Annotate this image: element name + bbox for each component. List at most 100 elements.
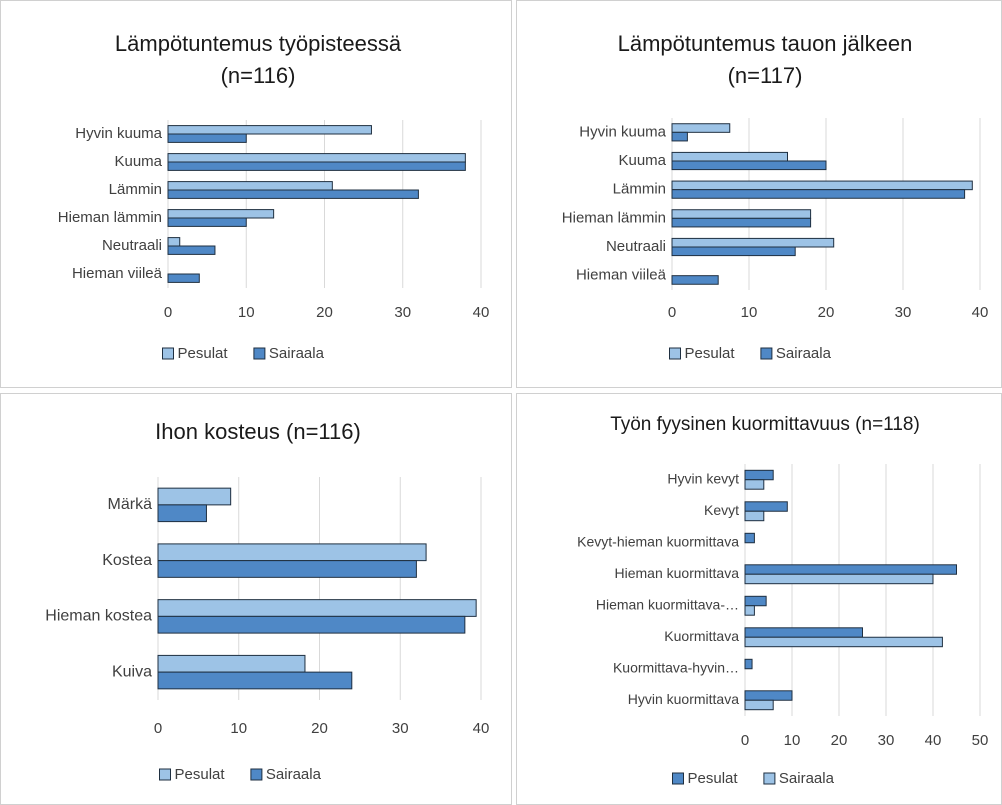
bar	[167, 209, 275, 219]
legend-label: Pesulat	[688, 770, 739, 787]
legend-label: Sairaala	[266, 766, 322, 783]
bar	[167, 181, 333, 191]
x-tick-label: 20	[311, 720, 328, 737]
y-tick-label: Hieman viileä	[72, 265, 163, 282]
bar	[157, 560, 417, 578]
bar	[671, 189, 966, 199]
y-tick-label: Lämmin	[109, 181, 162, 198]
chart-title: Ihon kosteus (n=116)	[155, 419, 361, 444]
legend-label: Pesulat	[175, 766, 226, 783]
y-tick-label: Kevyt	[704, 502, 739, 518]
y-tick-label: Lämmin	[613, 181, 666, 198]
x-tick-label: 20	[831, 732, 848, 749]
x-tick-label: 40	[925, 732, 942, 749]
bar	[744, 501, 788, 512]
legend-swatch	[250, 768, 263, 781]
bar	[744, 690, 793, 701]
y-tick-label: Kuormittava	[664, 628, 739, 644]
y-tick-label: Kevyt-hieman kuormittava	[577, 533, 739, 549]
y-tick-label: Kuuma	[114, 153, 162, 170]
bar	[167, 245, 216, 255]
bar	[744, 510, 765, 522]
bar	[744, 627, 863, 638]
x-tick-label: 50	[972, 732, 989, 749]
x-tick-label: 40	[473, 720, 490, 737]
x-tick-label: 30	[394, 304, 411, 321]
y-tick-label: Kuormittava-hyvin…	[613, 659, 739, 675]
x-tick-label: 0	[164, 304, 172, 321]
bar	[167, 273, 200, 283]
bar	[671, 217, 812, 228]
x-tick-label: 10	[238, 304, 255, 321]
y-tick-label: Hyvin kuormittava	[628, 691, 739, 707]
bar	[671, 275, 719, 285]
y-tick-label: Neutraali	[102, 237, 162, 254]
x-tick-label: 0	[668, 304, 676, 321]
bar	[157, 615, 466, 634]
bar	[671, 151, 788, 162]
x-tick-label: 30	[392, 720, 409, 737]
bar	[671, 246, 796, 257]
legend-label: Sairaala	[269, 345, 325, 362]
y-tick-label: Hieman kuormittava	[615, 565, 740, 581]
y-tick-label: Hieman lämmin	[562, 209, 666, 226]
panel-border	[0, 0, 512, 388]
legend-swatch	[760, 347, 773, 360]
bar	[671, 131, 688, 142]
bar	[157, 504, 207, 523]
bar	[671, 180, 973, 191]
x-tick-label: 30	[878, 732, 895, 749]
bar	[167, 189, 419, 199]
legend-swatch	[162, 347, 174, 360]
legend-swatch	[669, 347, 681, 360]
x-tick-label: 40	[972, 304, 989, 321]
y-tick-label: Hyvin kevyt	[667, 470, 739, 486]
panel-border	[0, 393, 512, 805]
bar	[671, 209, 812, 219]
bar	[744, 479, 765, 490]
x-tick-label: 10	[230, 720, 247, 737]
y-tick-label: Kostea	[102, 552, 152, 569]
y-tick-label: Hieman lämmin	[58, 209, 162, 226]
legend-label: Pesulat	[685, 345, 736, 362]
x-tick-label: 10	[784, 732, 801, 749]
x-tick-label: 10	[741, 304, 758, 321]
bar	[744, 595, 767, 607]
bar	[671, 237, 835, 248]
bar	[744, 532, 755, 544]
legend-label: Pesulat	[178, 345, 229, 362]
legend-swatch	[253, 347, 266, 360]
bar	[167, 153, 466, 163]
bar	[744, 658, 753, 670]
bar	[157, 654, 306, 673]
bar	[167, 237, 181, 247]
bar	[744, 636, 943, 648]
bar	[157, 487, 232, 506]
bar	[157, 671, 353, 690]
bar	[744, 564, 957, 575]
x-tick-label: 30	[895, 304, 912, 321]
bar	[157, 543, 427, 562]
bar	[744, 573, 934, 585]
bar	[744, 699, 774, 711]
y-tick-label: Kuiva	[112, 663, 152, 680]
bar	[744, 605, 755, 616]
y-tick-label: Märkä	[108, 496, 153, 513]
bar	[167, 161, 466, 171]
chart-title: Lämpötuntemus tauon jälkeen (n=117)	[617, 31, 913, 88]
legend-swatch	[159, 768, 171, 781]
x-tick-label: 20	[818, 304, 835, 321]
bar	[167, 133, 247, 143]
legend-swatch	[763, 772, 776, 785]
bar	[157, 599, 477, 617]
bar	[167, 217, 247, 227]
y-tick-label: Hieman kostea	[45, 608, 152, 625]
chart-title: Työn fyysinen kuormittavuus (n=118)	[610, 414, 920, 435]
y-tick-label: Neutraali	[606, 238, 666, 255]
y-tick-label: Kuuma	[618, 152, 666, 169]
bar	[744, 469, 774, 481]
x-tick-label: 0	[741, 732, 749, 749]
x-tick-label: 40	[473, 304, 490, 321]
chart-title: Lämpötuntemus työpisteessä (n=116)	[114, 31, 402, 88]
